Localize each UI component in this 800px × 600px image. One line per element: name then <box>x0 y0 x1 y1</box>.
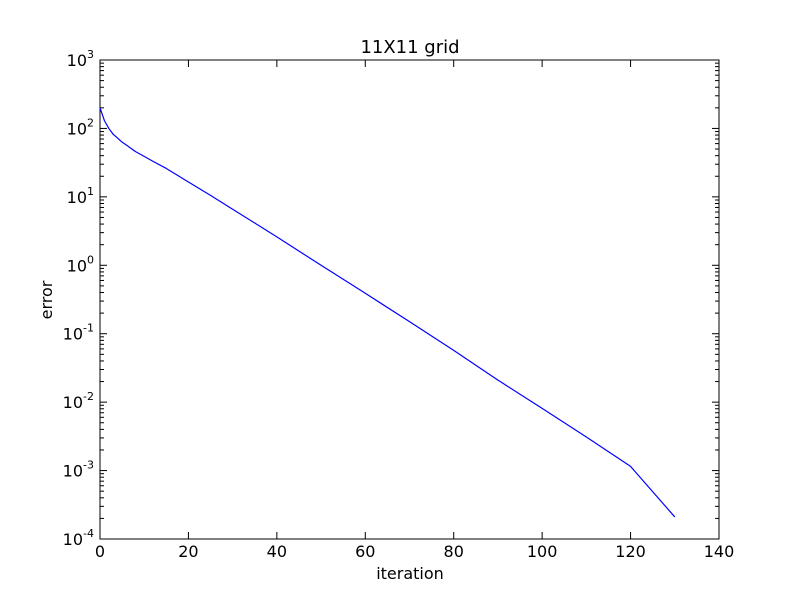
x-tick-label: 120 <box>615 542 646 561</box>
y-tick-exponent: 0 <box>87 253 94 266</box>
y-tick-label: 10-3 <box>63 459 94 481</box>
y-tick-label: 10-2 <box>63 390 94 412</box>
y-tick-base: 10 <box>63 325 83 344</box>
y-tick-exponent: 2 <box>87 116 94 129</box>
x-tick-label: 40 <box>267 542 287 561</box>
plot-frame <box>99 59 720 540</box>
x-axis-label: iteration <box>376 564 444 583</box>
y-tick-base: 10 <box>67 119 87 138</box>
chart-title: 11X11 grid <box>360 37 459 58</box>
y-tick-exponent: 1 <box>87 185 94 198</box>
x-tick-label: 20 <box>178 542 198 561</box>
y-tick-base: 10 <box>63 462 83 481</box>
y-tick-exponent: -1 <box>83 322 94 335</box>
x-tick-label: 0 <box>95 542 105 561</box>
x-tick-label: 60 <box>355 542 375 561</box>
y-tick-label: 10-1 <box>63 322 94 344</box>
y-tick-exponent: -4 <box>83 527 94 540</box>
y-tick-label: 103 <box>67 48 94 70</box>
y-tick-label: 102 <box>67 116 94 138</box>
y-tick-base: 10 <box>67 188 87 207</box>
y-tick-base: 10 <box>63 393 83 412</box>
y-tick-exponent: -3 <box>83 459 94 472</box>
y-tick-label: 10-4 <box>63 527 94 549</box>
y-tick-label: 101 <box>67 185 94 207</box>
plot-layer: 0 20 40 60 80 100 120 14010310210110010-110-210… <box>63 48 735 561</box>
y-tick-base: 10 <box>63 530 83 549</box>
y-tick-base: 10 <box>67 51 87 70</box>
x-tick-label: 140 <box>704 542 735 561</box>
y-tick-exponent: -2 <box>83 390 94 403</box>
y-tick-base: 10 <box>67 256 87 275</box>
x-tick-label: 80 <box>444 542 464 561</box>
y-tick-exponent: 3 <box>87 48 94 61</box>
y-axis-label: error <box>37 280 56 319</box>
y-tick-label: 100 <box>67 253 94 275</box>
x-tick-label: 100 <box>527 542 558 561</box>
series-line-0 <box>99 107 676 518</box>
